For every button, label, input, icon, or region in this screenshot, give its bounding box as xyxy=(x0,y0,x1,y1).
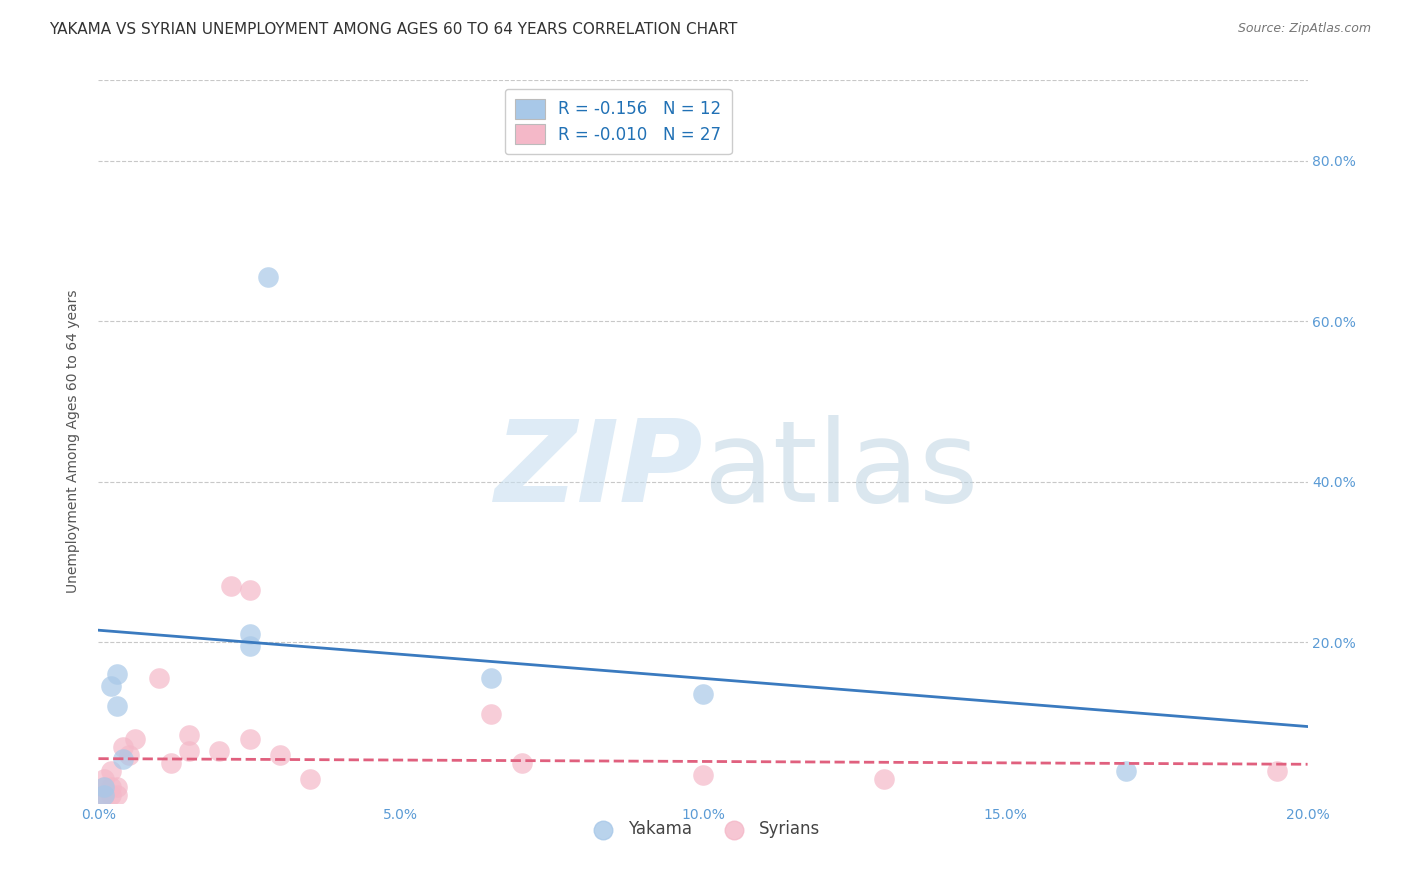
Point xyxy=(239,583,262,598)
Point xyxy=(160,756,183,770)
Point xyxy=(239,731,262,746)
Point xyxy=(1267,764,1289,778)
Point xyxy=(93,780,115,794)
Point xyxy=(93,788,115,802)
Point xyxy=(510,756,533,770)
Point xyxy=(208,744,231,758)
Point xyxy=(105,667,128,681)
Text: atlas: atlas xyxy=(703,415,979,526)
Point xyxy=(692,687,714,701)
Point xyxy=(481,707,503,722)
Point xyxy=(100,680,122,694)
Point xyxy=(692,767,714,781)
Point xyxy=(100,764,122,778)
Point xyxy=(239,639,262,653)
Point xyxy=(93,772,115,786)
Point xyxy=(105,699,128,714)
Point xyxy=(179,728,201,742)
Point xyxy=(873,772,896,786)
Point xyxy=(93,788,115,802)
Legend: Yakama, Syrians: Yakama, Syrians xyxy=(579,814,827,845)
Point xyxy=(118,747,141,762)
Text: ZIP: ZIP xyxy=(495,415,703,526)
Point xyxy=(93,780,115,794)
Point xyxy=(299,772,322,786)
Point xyxy=(221,579,243,593)
Point xyxy=(179,744,201,758)
Point xyxy=(239,627,262,641)
Point xyxy=(148,671,170,685)
Point xyxy=(269,747,291,762)
Point xyxy=(100,788,122,802)
Point xyxy=(93,788,115,802)
Y-axis label: Unemployment Among Ages 60 to 64 years: Unemployment Among Ages 60 to 64 years xyxy=(66,290,80,593)
Point xyxy=(105,780,128,794)
Point xyxy=(100,780,122,794)
Point xyxy=(105,788,128,802)
Text: YAKAMA VS SYRIAN UNEMPLOYMENT AMONG AGES 60 TO 64 YEARS CORRELATION CHART: YAKAMA VS SYRIAN UNEMPLOYMENT AMONG AGES… xyxy=(49,22,738,37)
Text: Source: ZipAtlas.com: Source: ZipAtlas.com xyxy=(1237,22,1371,36)
Point xyxy=(481,671,503,685)
Point xyxy=(1115,764,1137,778)
Point xyxy=(256,269,278,284)
Point xyxy=(111,739,134,754)
Point xyxy=(111,751,134,765)
Point xyxy=(124,731,146,746)
